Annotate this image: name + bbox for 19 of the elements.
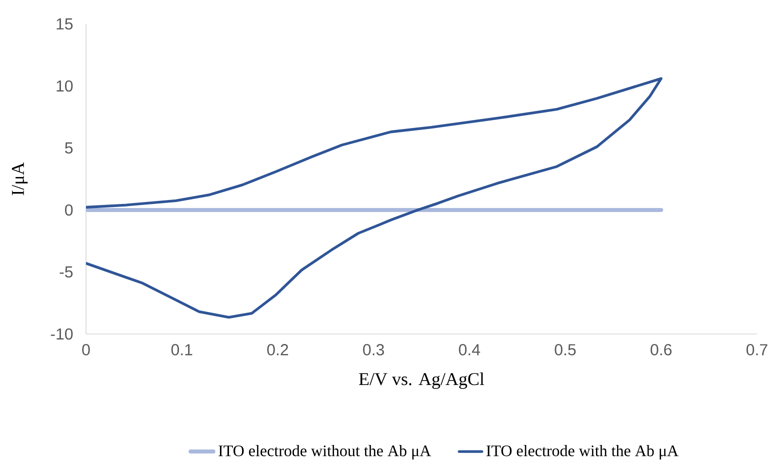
line-series	[86, 77, 662, 319]
x-tick-label: 0	[82, 344, 90, 356]
y-tick-label: 10	[56, 80, 73, 92]
y-tick-label: 5	[65, 142, 73, 154]
y-tick-label: -5	[60, 266, 73, 278]
y-tick-label: -10	[50, 328, 73, 340]
legend-label: ITO electrode with the Ab μA	[486, 444, 678, 460]
y-tick-label: 0	[65, 204, 73, 216]
x-tick-label: 0.1	[171, 344, 192, 356]
y-axis-title: I/μA	[12, 162, 28, 196]
legend-label: ITO electrode without the Ab μA	[218, 444, 432, 460]
x-tick-label: 0.4	[458, 344, 480, 356]
x-axis-title: E/V vs. Ag/AgCl	[359, 372, 484, 389]
y-tick-label: 15	[56, 18, 73, 30]
x-tick-label: 0.6	[650, 344, 672, 356]
x-tick-label: 0.5	[554, 344, 576, 356]
x-tick-label: 0.7	[746, 344, 768, 356]
x-tick-label: 0.3	[363, 344, 384, 356]
x-tick-label: 0.2	[267, 344, 288, 356]
